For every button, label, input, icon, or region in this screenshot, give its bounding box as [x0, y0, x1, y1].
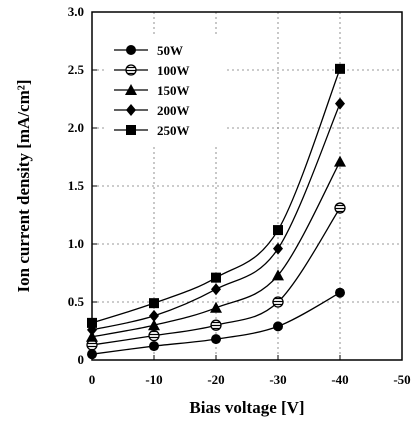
axis-ticks: 0 0.5 1.0 1.5 2.0 2.5 3.0 0 -10 -20 -30 -40 -50 [68, 4, 411, 387]
legend-marker [126, 125, 136, 135]
series-line [91, 161, 341, 338]
x-tick-label: -10 [145, 372, 162, 387]
data-point [211, 272, 221, 283]
legend-label: 200W [157, 103, 190, 118]
legend-item: 100W [114, 63, 190, 78]
data-point [334, 155, 346, 167]
data-point [210, 301, 222, 313]
data-point [149, 309, 159, 322]
legend-item: 250W [114, 123, 190, 138]
series-100w [86, 202, 346, 351]
series-50w [87, 287, 345, 360]
legend-item: 150W [114, 83, 190, 98]
y-tick-label: 3.0 [68, 4, 84, 19]
series-line [91, 103, 341, 331]
legend-box [104, 36, 224, 146]
series-line [91, 207, 341, 346]
legend-label: 250W [157, 123, 190, 138]
legend-marker [125, 64, 137, 76]
data-point [273, 321, 283, 332]
series-line [91, 68, 341, 324]
y-axis-title: Ion current density [mA/cm²] [14, 79, 33, 292]
x-tick-label: -20 [207, 372, 224, 387]
y-tick-label: 0.5 [68, 294, 85, 309]
data-point [210, 319, 222, 331]
y-tick-label: 2.5 [68, 62, 85, 77]
legend-label: 50W [157, 43, 183, 58]
x-tick-label: 0 [89, 372, 96, 387]
data-point [334, 202, 346, 214]
legend-item: 200W [114, 103, 190, 118]
data-point [148, 319, 160, 331]
data-point [149, 298, 159, 309]
data-point [273, 225, 283, 236]
data-point [335, 97, 345, 110]
legend-marker [125, 84, 137, 95]
data-point [335, 287, 345, 298]
legend-label: 100W [157, 63, 190, 78]
data-point [335, 63, 345, 74]
series-150w [86, 155, 346, 342]
data-point [211, 283, 221, 296]
x-tick-label: -40 [331, 372, 348, 387]
data-point [211, 334, 221, 345]
x-tick-label: -50 [393, 372, 410, 387]
data-point [149, 341, 159, 352]
x-tick-label: -30 [269, 372, 286, 387]
y-tick-label: 2.0 [68, 120, 84, 135]
legend-label: 150W [157, 83, 190, 98]
data-point [272, 296, 284, 308]
data-point [86, 330, 98, 342]
data-point [87, 349, 97, 360]
y-tick-label: 1.5 [68, 178, 85, 193]
data-point [87, 317, 97, 328]
data-point [273, 242, 283, 255]
legend: 50W 100W 150W 200W 250W [114, 43, 190, 138]
y-tick-label: 1.0 [68, 236, 84, 251]
series-250w [87, 63, 345, 328]
y-tick-label: 0 [78, 352, 85, 367]
data-point [272, 269, 284, 281]
data-point [148, 329, 160, 342]
x-axis-title: Bias voltage [V] [189, 398, 304, 417]
legend-marker [126, 104, 136, 116]
series-layer [86, 63, 346, 360]
legend-marker [126, 45, 136, 55]
legend-item: 50W [114, 43, 183, 58]
